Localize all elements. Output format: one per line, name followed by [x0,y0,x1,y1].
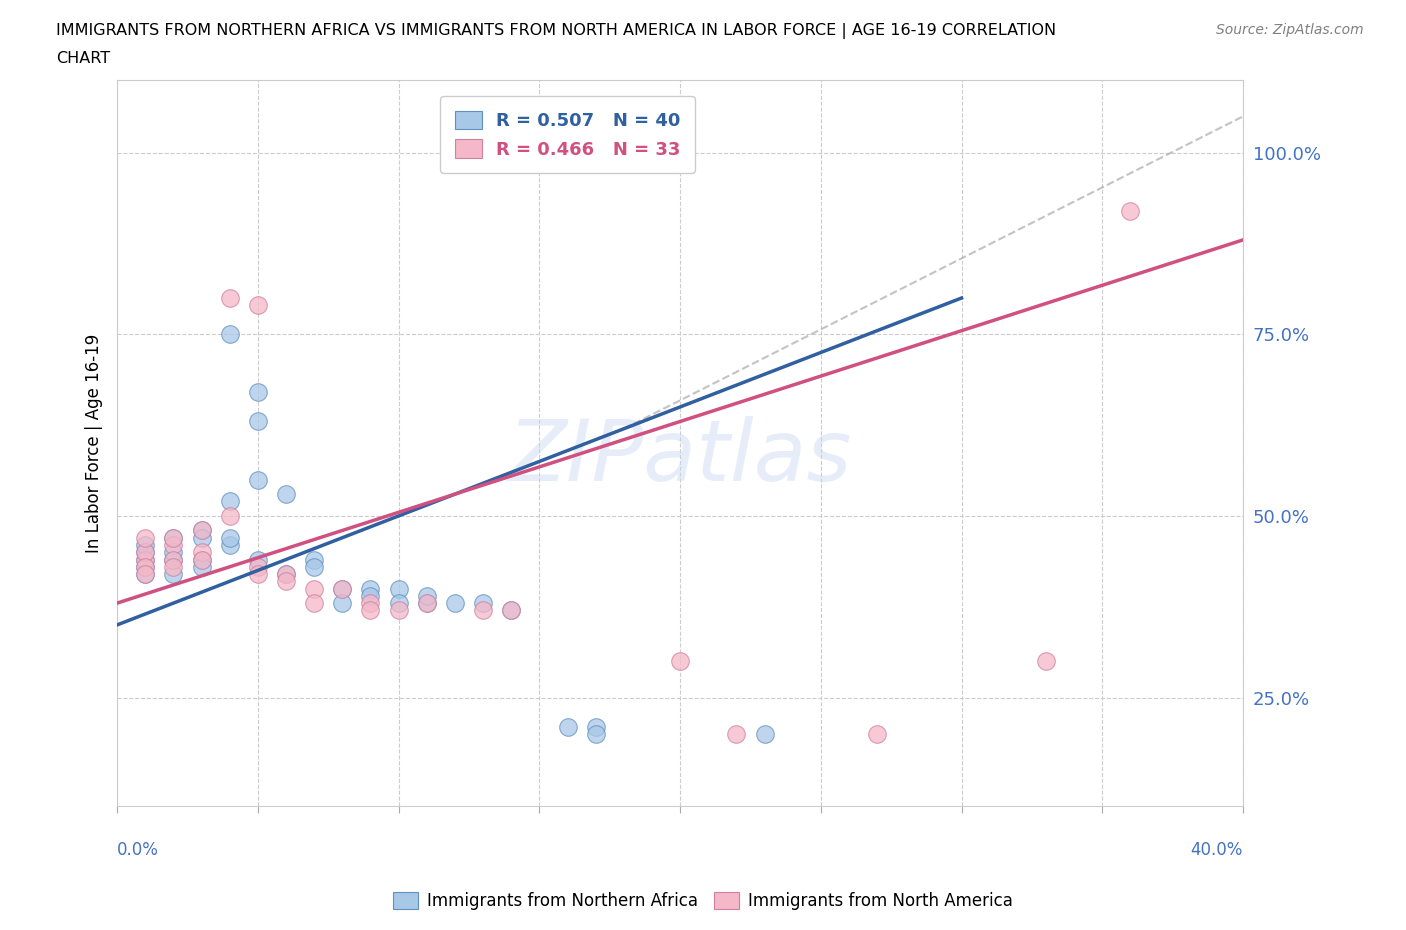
Point [134,545,156,560]
Text: IMMIGRANTS FROM NORTHERN AFRICA VS IMMIGRANTS FROM NORTH AMERICA IN LABOR FORCE : IMMIGRANTS FROM NORTHERN AFRICA VS IMMIG… [56,23,1056,39]
Point [416,595,439,610]
Text: CHART: CHART [56,51,110,66]
Point [134,566,156,581]
Point [330,581,353,596]
Point [162,530,184,545]
Point [190,523,212,538]
Text: Source: ZipAtlas.com: Source: ZipAtlas.com [1216,23,1364,37]
Point [585,719,607,734]
Point [669,654,692,669]
Point [162,559,184,574]
Point [218,290,240,305]
Point [330,595,353,610]
Point [218,538,240,552]
Point [162,552,184,567]
Point [162,545,184,560]
Point [360,589,382,604]
Point [725,726,748,741]
Point [388,603,411,618]
Point [360,603,382,618]
Point [218,530,240,545]
Point [246,385,269,400]
Point [218,509,240,524]
Point [246,298,269,312]
Text: 0.0%: 0.0% [117,842,159,859]
Point [302,595,325,610]
Text: 40.0%: 40.0% [1191,842,1243,859]
Point [134,552,156,567]
Point [302,552,325,567]
Point [246,566,269,581]
Point [360,595,382,610]
Point [190,552,212,567]
Point [360,581,382,596]
Point [585,726,607,741]
Point [444,595,467,610]
Point [246,472,269,487]
Point [1035,654,1057,669]
Point [134,552,156,567]
Point [1119,204,1142,219]
Point [274,486,297,501]
Point [302,581,325,596]
Point [866,726,889,741]
Point [134,538,156,552]
Point [134,530,156,545]
Point [302,559,325,574]
Point [472,595,495,610]
Legend: Immigrants from Northern Africa, Immigrants from North America: Immigrants from Northern Africa, Immigra… [387,885,1019,917]
Point [388,581,411,596]
Point [274,566,297,581]
Point [190,523,212,538]
Point [330,581,353,596]
Point [472,603,495,618]
Point [134,559,156,574]
Legend: R = 0.507   N = 40, R = 0.466   N = 33: R = 0.507 N = 40, R = 0.466 N = 33 [440,97,695,173]
Text: ZIPatlas: ZIPatlas [508,417,852,499]
Point [190,530,212,545]
Y-axis label: In Labor Force | Age 16-19: In Labor Force | Age 16-19 [86,334,103,553]
Point [501,603,523,618]
Point [190,552,212,567]
Point [754,726,776,741]
Point [162,538,184,552]
Point [246,414,269,429]
Point [218,494,240,509]
Point [162,552,184,567]
Point [274,566,297,581]
Point [162,530,184,545]
Point [416,595,439,610]
Point [501,603,523,618]
Point [134,559,156,574]
Point [246,552,269,567]
Point [162,566,184,581]
Point [557,719,579,734]
Point [190,559,212,574]
Point [218,326,240,341]
Point [134,545,156,560]
Point [274,574,297,589]
Point [388,595,411,610]
Point [190,545,212,560]
Point [416,589,439,604]
Point [134,566,156,581]
Point [246,559,269,574]
